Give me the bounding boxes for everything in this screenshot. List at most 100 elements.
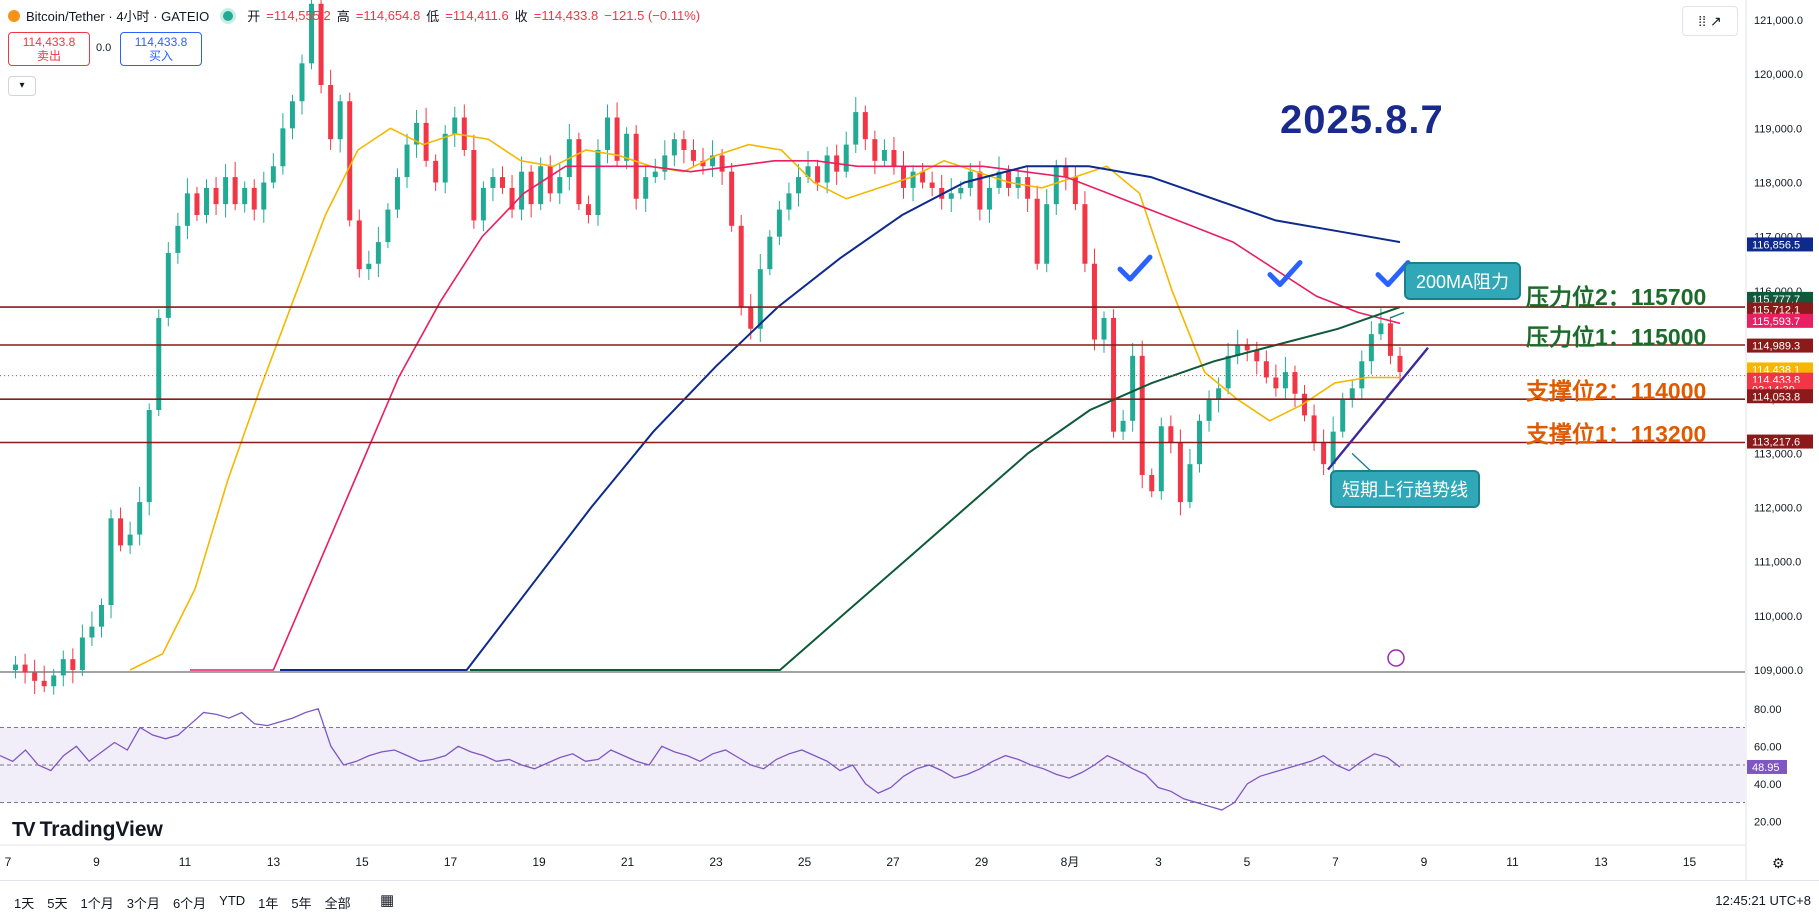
candle-body	[1063, 166, 1069, 178]
time-tick-label: 21	[621, 855, 635, 869]
candle-body	[1340, 399, 1346, 432]
period-selector: 1天 5天 1个月 3个月 6个月 YTD 1年 5年 全部	[14, 893, 351, 912]
candle-body	[309, 3, 315, 64]
symbol-title[interactable]: Bitcoin/Tether · 4小时 · GATEIO	[26, 9, 210, 24]
time-tick-label: 25	[798, 855, 812, 869]
time-tick-label: 11	[179, 855, 192, 869]
period-button[interactable]: 1个月	[80, 896, 114, 911]
candle-body	[1053, 166, 1059, 205]
candle-body	[261, 182, 267, 210]
check-mark-icon	[1117, 254, 1153, 282]
flash-icon	[1387, 649, 1405, 667]
candle-body	[404, 144, 410, 178]
period-button[interactable]: 1年	[258, 896, 279, 911]
candle-body	[1206, 399, 1212, 421]
candle-body	[423, 122, 429, 161]
candle-body	[690, 150, 696, 161]
chart-header: Bitcoin/Tether · 4小时 · GATEIO 开 =114,555.…	[8, 6, 700, 25]
period-button[interactable]: 全部	[324, 896, 351, 911]
candle-body	[223, 177, 229, 205]
price-tick-label: 113,000.0	[1754, 448, 1802, 460]
candle-body	[824, 155, 830, 183]
candle-body	[671, 139, 677, 156]
candle-body	[910, 171, 916, 188]
moving-average-line	[470, 306, 1401, 671]
buy-button[interactable]: 114,433.8 买入	[120, 32, 202, 66]
candle-body	[1397, 355, 1403, 373]
candle-body	[1349, 388, 1355, 400]
candle-body	[585, 204, 591, 215]
calendar-icon[interactable]: ▦	[380, 892, 395, 909]
buy-label: 买入	[148, 49, 173, 63]
period-button[interactable]: 5年	[291, 896, 312, 911]
candle-body	[328, 85, 334, 140]
sell-button[interactable]: 114,433.8 卖出	[8, 32, 90, 66]
tradingview-logo[interactable]: TV TradingView	[12, 818, 163, 842]
candle-body	[299, 63, 305, 102]
period-button[interactable]: 5天	[47, 896, 68, 911]
time-tick-label: 17	[444, 855, 458, 869]
tradingview-mark-icon: TV	[12, 818, 36, 841]
candle-body	[1302, 393, 1308, 416]
time-tick-label: 13	[267, 855, 281, 869]
collapse-chevron-icon[interactable]: ▾	[8, 76, 36, 96]
candle-body	[356, 220, 362, 270]
price-tag-label: 116,856.5	[1752, 239, 1800, 251]
price-tag-label: 115,593.7	[1752, 316, 1800, 328]
candle-body	[948, 193, 954, 199]
candle-body	[1225, 355, 1231, 389]
candle-body	[595, 150, 601, 215]
bitcoin-icon	[8, 9, 20, 22]
time-tick-label: 29	[975, 855, 989, 869]
price-tag	[1747, 389, 1813, 404]
time-tick-label: 13	[1594, 855, 1608, 869]
candle-body	[1158, 426, 1164, 492]
candle-body	[232, 177, 238, 205]
candle-body	[786, 193, 792, 210]
time-tick-label: 9	[93, 855, 100, 869]
candle-body	[853, 112, 859, 145]
period-button[interactable]: YTD	[219, 893, 246, 908]
close-label: 收	[514, 9, 528, 24]
period-button[interactable]: 6个月	[172, 896, 207, 911]
time-tick-label: 5	[1244, 855, 1251, 869]
candle-body	[194, 193, 200, 215]
time-tick-label: 27	[886, 855, 900, 869]
candle-body	[1111, 317, 1117, 432]
candle-body	[1082, 204, 1088, 264]
candle-body	[1168, 426, 1174, 443]
price-tick-label: 119,000.0	[1754, 123, 1802, 135]
drawing-toolbar-button[interactable]: ⁞⁞ ↗	[1682, 6, 1738, 36]
candle-body	[385, 209, 391, 243]
candle-body	[156, 317, 162, 410]
moving-average-line	[190, 160, 1401, 671]
period-button[interactable]: 1天	[14, 896, 35, 911]
resistance-1-label: 压力位1：115000	[1526, 324, 1707, 350]
candle-body	[662, 155, 668, 172]
time-tick-label: 8月	[1061, 855, 1080, 869]
gear-icon[interactable]: ⚙	[1772, 855, 1785, 871]
rsi-tick-label: 80.00	[1754, 704, 1782, 716]
candle-body	[901, 166, 907, 188]
check-mark-icon	[1267, 260, 1303, 288]
candle-body	[1311, 415, 1317, 443]
period-button[interactable]: 3个月	[126, 896, 160, 911]
candle-body	[347, 101, 353, 221]
candle-body	[41, 680, 47, 687]
candle-body	[1254, 350, 1260, 362]
candle-body	[748, 307, 754, 329]
spread-value: 0.0	[96, 42, 112, 54]
candle-body	[547, 166, 553, 194]
candle-body	[872, 139, 878, 161]
candle-body	[175, 225, 181, 253]
candle-body	[1149, 475, 1155, 492]
price-tick-label: 112,000.0	[1754, 503, 1802, 515]
candle-body	[442, 133, 448, 183]
price-chart[interactable]: 121,000.0120,000.0119,000.0118,000.0117,…	[0, 0, 1819, 880]
resistance-2-label: 压力位2：115700	[1526, 284, 1707, 310]
candle-body	[805, 166, 811, 178]
candle-body	[108, 518, 114, 605]
high-value: =114,654.8	[355, 8, 421, 23]
candle-body	[757, 269, 763, 329]
clock[interactable]: 12:45:21 UTC+8	[1715, 893, 1811, 908]
